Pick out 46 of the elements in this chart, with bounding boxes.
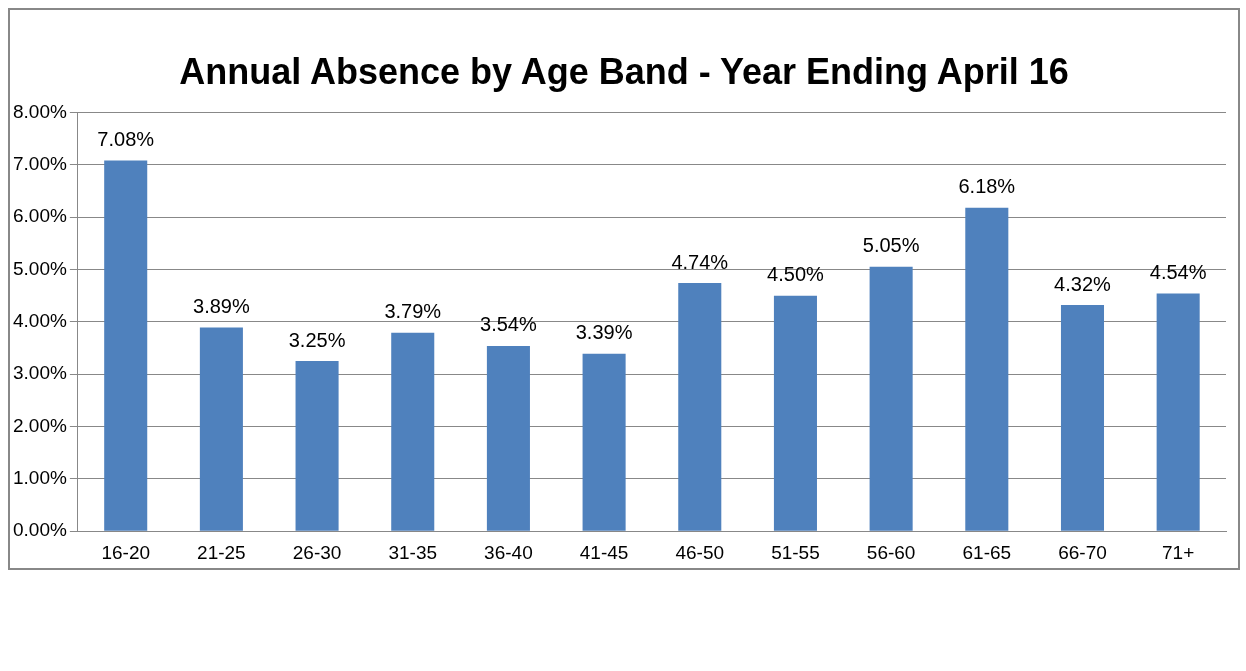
x-tick-label: 51-55 <box>771 541 820 563</box>
data-label: 3.79% <box>384 300 442 323</box>
x-tick-label: 46-50 <box>675 541 725 563</box>
data-label: 4.50% <box>767 263 825 286</box>
y-tick-label: 5.00% <box>13 257 67 279</box>
bar <box>199 327 243 531</box>
x-tick-label: 56-60 <box>866 541 916 563</box>
data-label: 5.05% <box>862 234 920 257</box>
y-tick-label: 6.00% <box>13 205 67 227</box>
data-label: 3.54% <box>480 313 537 336</box>
bar <box>678 283 722 531</box>
chart-title: Annual Absence by Age Band - Year Ending April 16 <box>178 50 1070 94</box>
data-label: 3.39% <box>575 321 633 344</box>
bar <box>1156 293 1200 531</box>
bar <box>582 353 626 531</box>
data-label: 6.18% <box>958 175 1016 198</box>
bar <box>773 295 817 531</box>
x-tick-label: 16-20 <box>101 541 151 563</box>
x-tick-label: 41-45 <box>579 541 629 563</box>
data-label: 4.54% <box>1149 261 1207 284</box>
x-tick-label: 61-65 <box>962 541 1012 563</box>
x-tick-label: 71+ <box>1162 541 1195 563</box>
y-tick-label: 3.00% <box>13 362 67 384</box>
y-tick-label: 1.00% <box>13 467 67 489</box>
bar <box>1060 305 1105 531</box>
bar <box>486 345 530 531</box>
x-tick-label: 31-35 <box>388 541 438 563</box>
y-tick-label: 7.00% <box>13 152 67 174</box>
data-label: 3.89% <box>193 295 250 318</box>
bar <box>965 207 1009 531</box>
x-tick-label: 36-40 <box>484 541 533 563</box>
bar <box>869 266 913 531</box>
data-label: 4.74% <box>671 250 729 273</box>
y-tick-label: 0.00% <box>13 519 67 541</box>
bar <box>104 160 148 531</box>
x-tick-label: 26-30 <box>292 541 342 563</box>
y-tick-label: 8.00% <box>13 100 67 122</box>
y-tick-label: 4.00% <box>13 310 67 332</box>
data-label: 3.25% <box>288 328 346 351</box>
y-tick-label: 2.00% <box>13 414 67 436</box>
data-label: 4.32% <box>1054 272 1112 295</box>
bar <box>391 332 435 531</box>
bar <box>295 361 339 531</box>
x-tick-label: 21-25 <box>197 541 246 563</box>
data-label: 7.08% <box>97 128 155 151</box>
x-tick-label: 66-70 <box>1058 541 1107 563</box>
